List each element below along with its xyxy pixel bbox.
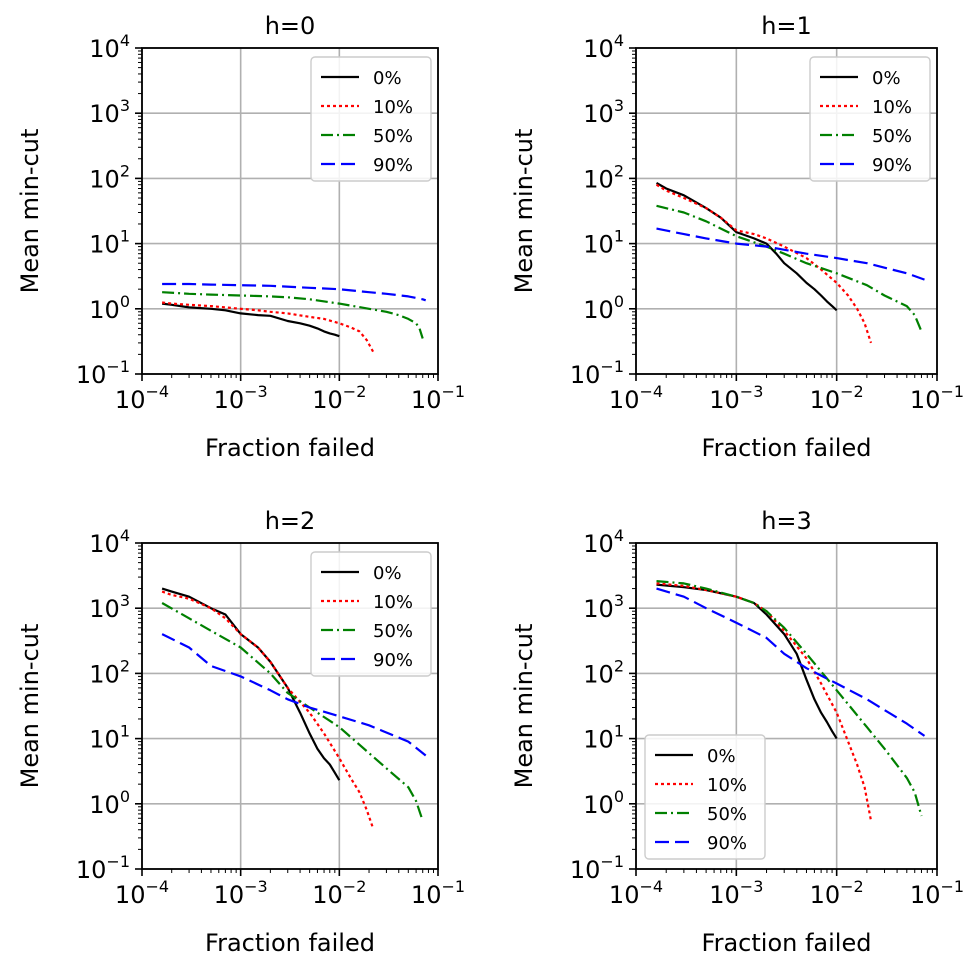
- legend-label: 90%: [707, 833, 747, 854]
- y-tick-label: 104: [89, 526, 130, 558]
- legend-label: 10%: [373, 592, 413, 613]
- y-axis-label: Mean min-cut: [16, 129, 44, 294]
- x-tick-label: 10−2: [810, 382, 864, 414]
- y-axis-label: Mean min-cut: [510, 129, 538, 294]
- legend-frame: [310, 551, 432, 677]
- subplot-title: h=0: [265, 12, 316, 40]
- series-line-10pct: [656, 582, 873, 821]
- legend: 0% 10% 50% 90%: [310, 551, 432, 677]
- subplot-4: 10−4 10−3 10−2 10−1 10−1 100 101 102 103 104 h=3 Fr…: [510, 507, 964, 955]
- axes-frame: [635, 47, 938, 375]
- x-tick-label: 10−3: [709, 382, 763, 414]
- subplot-3: 10−4 10−3 10−2 10−1 10−1 100 101 102 103 104 h=2 Fr…: [16, 507, 465, 955]
- legend-label: 50%: [373, 126, 413, 147]
- x-axis-label: Fraction failed: [205, 929, 375, 955]
- series-line-0pct: [161, 302, 340, 338]
- y-tick-label: 101: [89, 722, 130, 754]
- legend-label: 0%: [373, 68, 402, 89]
- series-line-50pct: [656, 580, 923, 817]
- legend-label: 50%: [707, 804, 747, 825]
- legend-label: 0%: [373, 563, 402, 584]
- x-tick-label: 10−1: [411, 877, 465, 909]
- y-tick-label: 103: [89, 96, 130, 128]
- y-tick-label: 101: [583, 722, 624, 754]
- legend-label: 50%: [373, 621, 413, 642]
- series-line-0pct: [655, 182, 838, 312]
- x-tick-label: 10−2: [810, 877, 864, 909]
- y-tick-label: 103: [583, 591, 624, 623]
- legend-label: 0%: [707, 746, 736, 767]
- legend: 0% 10% 50% 90%: [644, 734, 766, 860]
- x-tick-label: 10−1: [910, 382, 964, 414]
- subplot-title: h=3: [761, 507, 812, 535]
- series-line-10pct: [655, 183, 873, 344]
- axes-frame: [141, 542, 439, 870]
- axes-frame: [141, 47, 439, 375]
- x-axis-label: Fraction failed: [205, 434, 375, 462]
- x-axis-label: Fraction failed: [702, 434, 872, 462]
- series-line-0pct: [161, 587, 341, 781]
- x-tick-label: 10−3: [214, 877, 268, 909]
- axes-frame: [635, 542, 938, 870]
- legend-label: 90%: [872, 155, 912, 176]
- y-axis-label: Mean min-cut: [510, 624, 538, 789]
- series-line-90pct: [161, 633, 427, 757]
- series-line-10pct: [161, 301, 375, 353]
- y-tick-label: 101: [89, 227, 130, 259]
- y-tick-label: 10−1: [570, 852, 624, 884]
- legend-label: 90%: [373, 650, 413, 671]
- x-tick-label: 10−2: [312, 382, 366, 414]
- legend-label: 10%: [373, 97, 413, 118]
- y-tick-label: 102: [583, 656, 624, 688]
- x-tick-label: 10−1: [411, 382, 465, 414]
- legend-label: 0%: [872, 68, 901, 89]
- y-tick-label: 102: [583, 161, 624, 193]
- legend-frame: [644, 734, 766, 860]
- x-tick-label: 10−4: [609, 877, 663, 909]
- y-tick-label: 100: [89, 292, 130, 324]
- x-tick-label: 10−4: [115, 877, 169, 909]
- y-tick-label: 103: [89, 591, 130, 623]
- series-line-50pct: [162, 291, 424, 339]
- legend-label: 50%: [872, 126, 912, 147]
- y-tick-label: 103: [583, 96, 624, 128]
- y-tick-label: 102: [89, 161, 130, 193]
- y-tick-label: 10−1: [76, 852, 130, 884]
- series-line-10pct: [161, 590, 375, 829]
- subplot-1: 10−4 10−3 10−2 10−1 10−1 100 101 102 103 104 h=0 Fr…: [16, 12, 465, 462]
- y-tick-label: 104: [583, 526, 624, 558]
- x-tick-label: 10−4: [609, 382, 663, 414]
- x-tick-label: 10−4: [115, 382, 169, 414]
- x-tick-label: 10−1: [910, 877, 964, 909]
- legend-label: 10%: [707, 775, 747, 796]
- y-tick-label: 100: [583, 292, 624, 324]
- y-tick-label: 10−1: [76, 357, 130, 389]
- y-axis-label: Mean min-cut: [16, 624, 44, 789]
- legend-frame: [310, 56, 432, 182]
- x-tick-label: 10−3: [709, 877, 763, 909]
- y-tick-label: 102: [89, 656, 130, 688]
- legend-frame: [809, 56, 931, 182]
- legend-label: 10%: [872, 97, 912, 118]
- series-line-90pct: [656, 227, 925, 281]
- legend-label: 90%: [373, 155, 413, 176]
- series-line-90pct: [656, 587, 926, 737]
- series-line-50pct: [656, 204, 923, 332]
- series-line-90pct: [162, 282, 427, 302]
- y-tick-label: 100: [583, 787, 624, 819]
- x-tick-label: 10−3: [214, 382, 268, 414]
- y-tick-label: 10−1: [570, 357, 624, 389]
- legend: 0% 10% 50% 90%: [310, 56, 432, 182]
- x-tick-label: 10−2: [312, 877, 366, 909]
- subplot-title: h=2: [265, 507, 316, 535]
- subplot-2: 10−4 10−3 10−2 10−1 10−1 100 101 102 103 104 h=1 Fr…: [510, 12, 964, 462]
- legend: 0% 10% 50% 90%: [809, 56, 931, 182]
- y-tick-label: 100: [89, 787, 130, 819]
- subplot-title: h=1: [761, 12, 812, 40]
- x-axis-label: Fraction failed: [702, 929, 872, 955]
- y-tick-label: 104: [583, 31, 624, 63]
- y-tick-label: 101: [583, 227, 624, 259]
- y-tick-label: 104: [89, 31, 130, 63]
